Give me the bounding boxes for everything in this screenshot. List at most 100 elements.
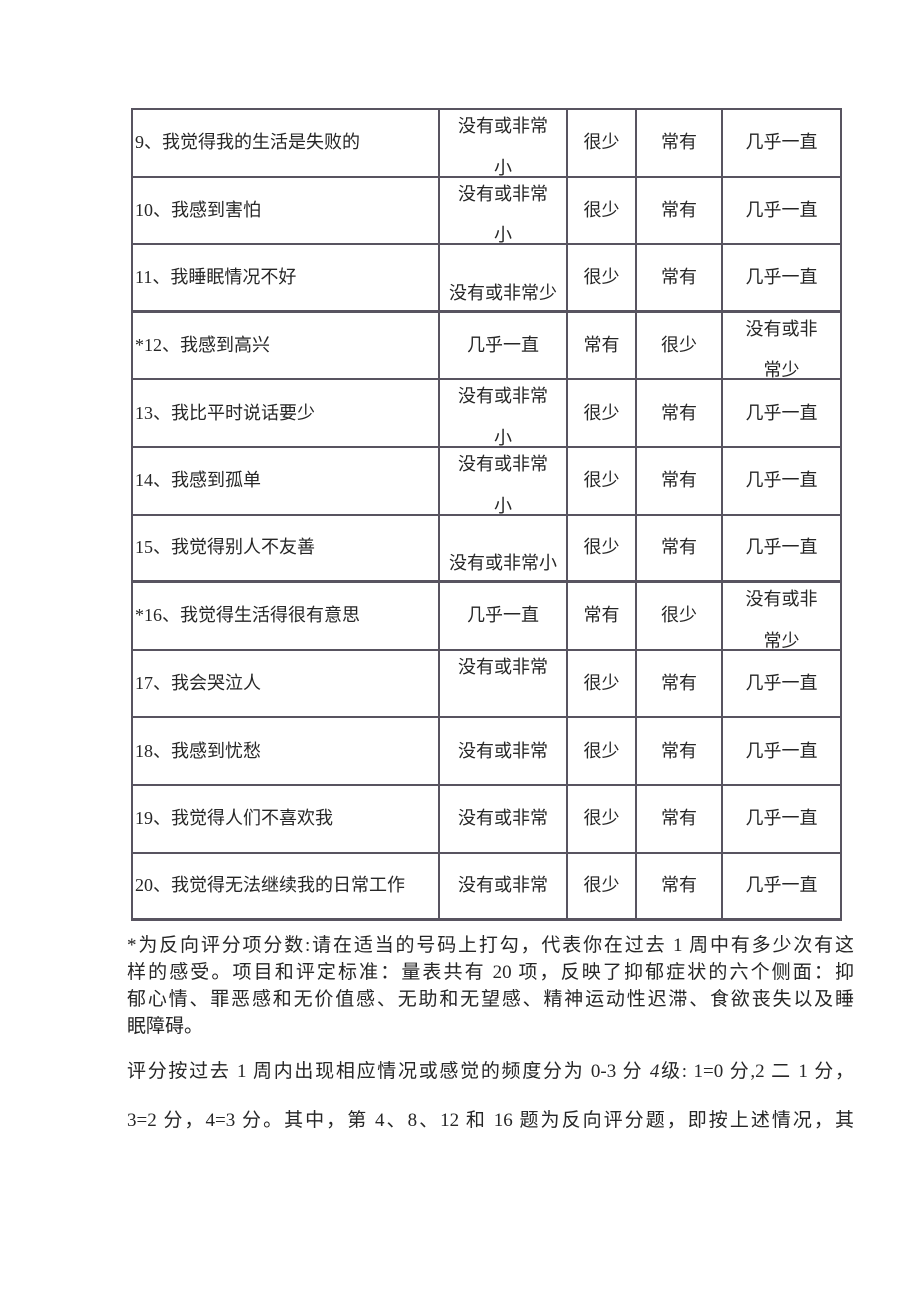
option-cell-4: 几乎一直 bbox=[723, 380, 842, 448]
option-cell-2: 常有 bbox=[568, 312, 637, 381]
option-line: 没有或非常 bbox=[458, 875, 548, 896]
option-text: 很少 bbox=[583, 537, 620, 558]
option-line: 没有或非常 bbox=[458, 183, 548, 204]
option-cell-4: 几乎一直 bbox=[723, 785, 842, 854]
option-line: 没有或非常少 bbox=[449, 282, 557, 303]
option-line: 没有或非常 bbox=[458, 116, 548, 136]
question-text: *16、我觉得生活得很有意思 bbox=[135, 605, 360, 626]
option-text: 常有 bbox=[661, 537, 697, 558]
option-text: 常有 bbox=[661, 673, 697, 694]
question-cell: 11、我睡眠情况不好 bbox=[133, 245, 440, 313]
question-text: 20、我觉得无法继续我的日常工作 bbox=[135, 875, 405, 896]
option-cell-1: 没有或非常 bbox=[440, 785, 568, 854]
option-line: 没有或非 bbox=[745, 589, 818, 610]
option-cell-3: 常有 bbox=[637, 380, 723, 448]
option-cell-3: 常有 bbox=[637, 785, 723, 854]
question-cell: 10、我感到害怕 bbox=[133, 177, 440, 246]
option-cell-2: 很少 bbox=[568, 245, 637, 313]
option-cell-1: 没有或非常小 bbox=[440, 447, 568, 516]
question-cell: 13、我比平时说话要少 bbox=[133, 380, 440, 448]
table-row: 11、我睡眠情况不好 没有或非常少 很少 常有 几乎一直 bbox=[133, 245, 842, 313]
italic-number: 4 bbox=[649, 1061, 660, 1082]
option-line: 几乎一直 bbox=[745, 470, 818, 491]
option-cell-3: 很少 bbox=[637, 583, 723, 651]
option-text: 很少 bbox=[661, 605, 697, 626]
question-text: 11、我睡眠情况不好 bbox=[135, 266, 297, 287]
question-cell: 18、我感到忧愁 bbox=[133, 718, 440, 786]
table-row: 20、我觉得无法继续我的日常工作 没有或非常 很少 常有 几乎一直 bbox=[133, 853, 842, 922]
option-text: 很少 bbox=[583, 740, 620, 761]
option-text: 常有 bbox=[661, 266, 697, 287]
table-row: 14、我感到孤单 没有或非常小 很少 常有 几乎一直 bbox=[133, 447, 842, 516]
table-row: *12、我感到高兴 几乎一直 常有 很少 没有或非 常少 bbox=[133, 312, 842, 381]
option-text: 很少 bbox=[583, 266, 620, 287]
option-cell-1: 没有或非常 bbox=[440, 853, 568, 922]
option-line: 没有或非 bbox=[745, 318, 818, 339]
option-cell-4: 几乎一直 bbox=[723, 447, 842, 516]
option-cell-2: 很少 bbox=[568, 718, 637, 786]
option-cell-2: 很少 bbox=[568, 853, 637, 922]
option-cell-2: 很少 bbox=[568, 447, 637, 516]
option-cell-2: 很少 bbox=[568, 650, 637, 719]
question-text: 17、我会哭泣人 bbox=[135, 673, 261, 694]
note-line: 样的感受。项目和评定标准：量表共有 20 项，反映了抑郁症状的六个侧面：抑 bbox=[127, 962, 854, 983]
option-line: 小 bbox=[494, 495, 512, 516]
option-cell-4: 没有或非 常少 bbox=[723, 312, 842, 381]
note-line: 3=2 分，4=3 分。其中，第 4、8、12 和 16 题为反向评分题，即按上… bbox=[127, 1110, 854, 1131]
option-cell-1: 没有或非常 bbox=[440, 718, 568, 786]
option-text: 常有 bbox=[583, 335, 620, 356]
option-cell-4: 几乎一直 bbox=[723, 177, 842, 246]
note-line: *为反向评分项分数:请在适当的号码上打勾，代表你在过去 1 周中有多少次有这 bbox=[127, 935, 854, 956]
option-cell-1: 没有或非常 bbox=[440, 650, 568, 719]
option-cell-4: 没有或非 常少 bbox=[723, 583, 842, 651]
option-line: 小 bbox=[494, 157, 512, 178]
option-cell-2: 很少 bbox=[568, 177, 637, 246]
option-cell-3: 常有 bbox=[637, 245, 723, 313]
option-line: 没有或非常 bbox=[458, 386, 548, 407]
option-line: 几乎一直 bbox=[745, 808, 818, 829]
option-text: 很少 bbox=[661, 335, 697, 356]
option-text: 很少 bbox=[583, 673, 620, 694]
question-cell: 9、我觉得我的生活是失败的 bbox=[133, 110, 440, 178]
option-text: 常有 bbox=[661, 132, 697, 153]
option-line: 没有或非常 bbox=[458, 740, 548, 761]
option-text: 很少 bbox=[583, 132, 620, 153]
question-cell: 19、我觉得人们不喜欢我 bbox=[133, 785, 440, 854]
option-cell-3: 很少 bbox=[637, 312, 723, 381]
table-row: 13、我比平时说话要少 没有或非常小 很少 常有 几乎一直 bbox=[133, 380, 842, 448]
question-text: 13、我比平时说话要少 bbox=[135, 402, 315, 423]
option-text: 常有 bbox=[661, 470, 697, 491]
option-line: 没有或非常小 bbox=[449, 553, 557, 574]
option-cell-4: 几乎一直 bbox=[723, 650, 842, 719]
option-line: 几乎一直 bbox=[467, 605, 539, 626]
option-text: 常有 bbox=[661, 199, 697, 220]
note-line: 评分按过去 1 周内出现相应情况或感觉的频度分为 0-3 分 4级: 1=0 分… bbox=[127, 1058, 854, 1085]
table-row: 18、我感到忧愁 没有或非常 很少 常有 几乎一直 bbox=[133, 718, 842, 786]
option-line: 没有或非常 bbox=[458, 656, 548, 677]
option-cell-1: 没有或非常小 bbox=[440, 380, 568, 448]
option-text: 很少 bbox=[583, 808, 620, 829]
question-cell: 20、我觉得无法继续我的日常工作 bbox=[133, 853, 440, 922]
table-row: 10、我感到害怕 没有或非常小 很少 常有 几乎一直 bbox=[133, 177, 842, 246]
option-cell-4: 几乎一直 bbox=[723, 245, 842, 313]
table-row: 9、我觉得我的生活是失败的 没有或非常小 很少 常有 几乎一直 bbox=[133, 110, 842, 178]
question-text: 18、我感到忧愁 bbox=[135, 740, 261, 761]
question-text: 14、我感到孤单 bbox=[135, 470, 261, 491]
option-line: 几乎一直 bbox=[745, 266, 818, 287]
option-line: 没有或非常 bbox=[458, 808, 548, 829]
table-row: 15、我觉得别人不友善 没有或非常小 很少 常有 几乎一直 bbox=[133, 515, 842, 584]
table-row: 19、我觉得人们不喜欢我 没有或非常 很少 常有 几乎一直 bbox=[133, 785, 842, 854]
question-cell: 15、我觉得别人不友善 bbox=[133, 515, 440, 584]
option-cell-2: 很少 bbox=[568, 110, 637, 178]
option-text: 很少 bbox=[583, 875, 620, 896]
option-line: 常少 bbox=[763, 360, 800, 381]
question-text: 19、我觉得人们不喜欢我 bbox=[135, 808, 333, 829]
note-segment: 评分按过去 1 周内出现相应情况或感觉的频度分为 0-3 分 bbox=[127, 1061, 650, 1082]
option-text: 很少 bbox=[583, 402, 620, 423]
option-text: 常有 bbox=[583, 605, 620, 626]
option-cell-1: 几乎一直 bbox=[440, 312, 568, 381]
note-line: 郁心情、罪恶感和无价值感、无助和无望感、精神运动性迟滞、食欲丧失以及睡 bbox=[127, 989, 854, 1010]
option-cell-1: 没有或非常少 bbox=[440, 245, 568, 313]
option-cell-3: 常有 bbox=[637, 515, 723, 584]
table-row: 17、我会哭泣人 没有或非常 很少 常有 几乎一直 bbox=[133, 650, 842, 719]
